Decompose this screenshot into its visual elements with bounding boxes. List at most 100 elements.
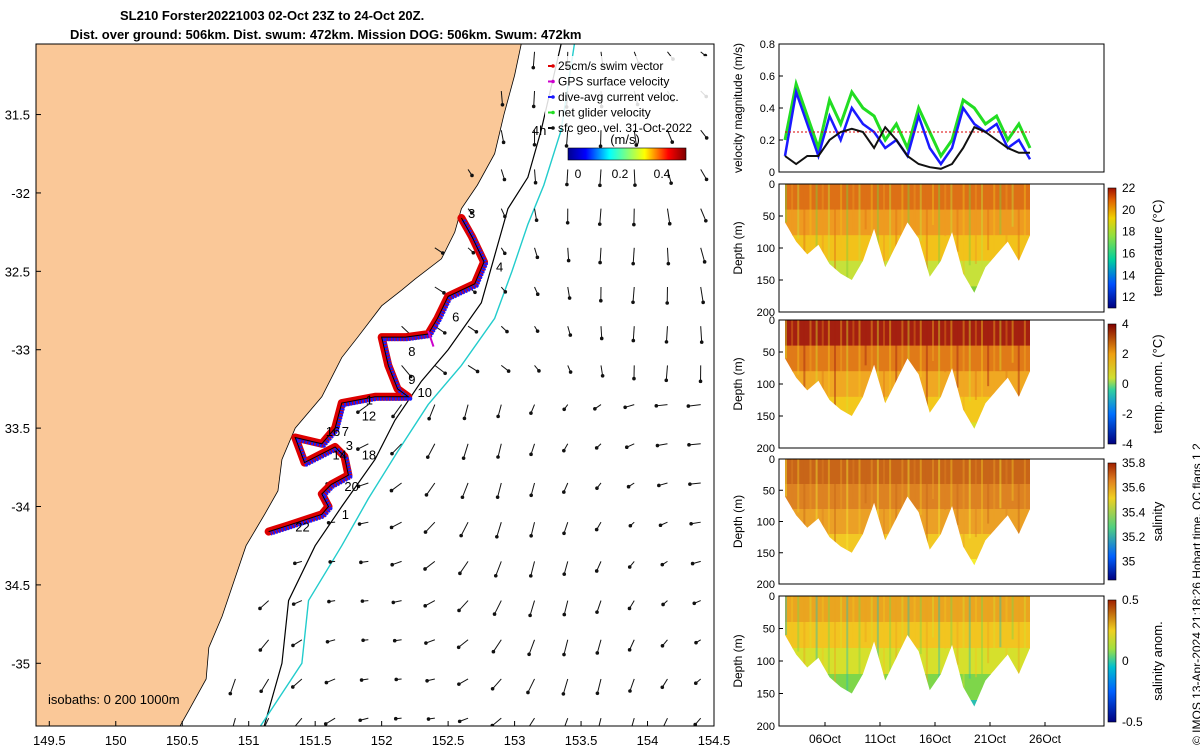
heatmap-y-tick-label: 50 [763,485,775,497]
heatmap-streak [938,184,941,287]
y-tick-label: 34.5 [5,578,30,593]
geo-vector-head [627,606,632,611]
geo-vector-head [669,181,673,185]
legend-swatch-dot [551,95,555,99]
heatmap-streak [938,459,941,559]
geo-vector-head [258,606,262,611]
geo-vector-head [632,376,636,381]
geo-vector-head [537,369,541,373]
x-tick-label: 154.5 [698,733,730,748]
colorbar-tick: 0.2 [612,167,629,181]
geo-vector-head [655,443,660,448]
isobath-200 [263,44,562,726]
geo-vector-head [532,142,537,147]
geo-vector [458,639,469,648]
land-area [36,44,522,726]
heatmap-streak [895,459,898,543]
geo-vector [492,639,502,652]
heatmap-streak [834,459,836,551]
geo-vector [667,130,673,143]
heatmap-y-tick-label: 150 [757,275,775,287]
heatmap-streak [852,184,855,232]
legend-swatch-dot [551,126,555,130]
geo-vector [391,482,402,491]
heatmap-streak [932,596,934,638]
heatmap-streak [913,320,916,417]
heatmap-streak [889,184,892,260]
heatmap-streak [987,596,990,664]
geo-vector-head [327,599,331,604]
geo-vector [632,286,635,303]
y-tick-label: 32.5 [5,264,30,279]
geo-vector-head [670,140,675,144]
heatmap-streak [913,459,916,554]
geo-vector-head [533,180,538,185]
geo-vector [534,169,537,183]
geo-vector-head [491,649,496,654]
geo-vector-head [424,493,429,497]
geo-vector [688,443,701,446]
heatmap-layer [785,459,1030,566]
heatmap-streak [803,596,806,696]
geo-vector-head [461,456,466,460]
heatmap-streak [1005,184,1008,287]
colorbar-tick-label: -4 [1122,437,1133,451]
geo-vector [496,522,502,537]
geo-vector [467,364,478,372]
geo-vector-head [392,638,397,643]
y-tick-label: -35 [11,656,30,671]
geo-vector [632,247,635,264]
heatmap-y-tick-label: 100 [757,517,775,529]
geo-vector-head [360,599,365,603]
y-tick-label: 33.5 [5,421,30,436]
geo-vector [401,365,412,377]
legend-box [545,56,710,128]
heatmap-streak [968,320,971,402]
geo-vector-head [423,604,427,608]
heatmap-streak [864,596,867,643]
heatmap-streak [809,459,812,528]
heatmap-streak [889,320,892,396]
y-tick-label: -32 [11,186,30,201]
heatmap-band [785,459,1030,485]
geo-vector-head [661,602,665,607]
geo-vector-head [529,574,533,578]
heatmap-streak [913,184,916,281]
velocity-y-tick-label: 0.8 [760,39,775,51]
geo-vector [426,482,436,496]
heatmap-streak [993,320,996,420]
heatmap-streak [815,596,818,687]
geo-vector [530,561,536,576]
geo-vector-head [561,692,566,696]
heatmap-streak [876,320,879,382]
geo-vector-head [408,374,413,379]
geo-vector-head [631,300,635,305]
geo-vector [566,130,569,146]
geo-vector-head [496,414,500,419]
geo-vector-head [500,103,505,107]
geo-vector [458,600,469,611]
heatmap-streak [870,459,873,558]
colorbar-tick-label: 0.5 [1122,593,1139,607]
geo-vector [391,521,402,528]
geo-vector [428,404,436,419]
heatmap-streak [962,184,965,276]
geo-vector [600,326,603,339]
geo-vector-head [598,183,602,188]
geo-vector-head [496,455,500,459]
geo-vector [460,521,469,536]
colorbar-tick-label: 16 [1122,246,1136,260]
geo-vector-head [260,730,264,734]
isobath-1000 [259,44,576,726]
geo-vector [566,169,569,185]
geo-vector [264,717,270,726]
geo-vector [700,169,707,180]
geo-vector [632,326,635,341]
geo-vector [564,717,569,726]
geo-vector-head [593,406,597,411]
geo-vector-head [356,447,360,451]
heatmap-y-tick-label: 200 [757,721,775,733]
colorbar-tick-label: -0.5 [1122,715,1143,729]
waypoint-label: 22 [295,520,309,535]
geo-vector-head [258,648,263,652]
